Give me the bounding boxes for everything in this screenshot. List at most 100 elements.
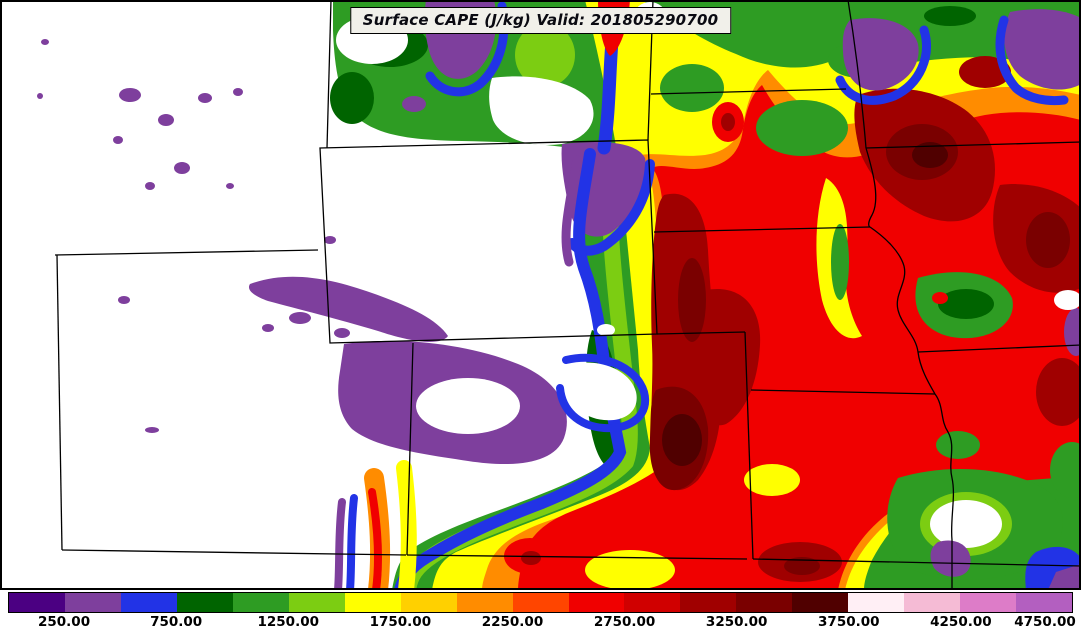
colorbar-segment [176, 593, 233, 612]
colorbar-segment [120, 593, 177, 612]
colorbar-segment [960, 593, 1017, 612]
field-blob [119, 88, 141, 102]
field-blob [346, 494, 358, 590]
field-blob [145, 427, 159, 433]
colorbar-tick-label: 4250.00 [930, 614, 992, 630]
field-blob [835, 25, 931, 105]
field-blob [702, 288, 761, 426]
field-blob [660, 64, 724, 112]
field-blob [402, 96, 426, 112]
state-border-line [653, 226, 871, 233]
field-blob [334, 328, 350, 338]
field-blob [174, 162, 190, 174]
colorbar-segment [736, 593, 793, 612]
colorbar-tick-labels: 250.00 750.00 1250.00 1750.00 2250.00 2750.00… [8, 613, 1076, 633]
colorbar-tick-label: 3750.00 [818, 614, 880, 630]
field-blob [1004, 9, 1081, 90]
field-blob [597, 324, 615, 336]
field-blob [1048, 564, 1081, 590]
state-border-line [56, 254, 63, 551]
field-blob [1050, 442, 1081, 498]
field-blob [1054, 290, 1081, 310]
colorbar-segment [680, 593, 737, 612]
plot-title-box: Surface CAPE (J/kg) Valid: 201805290700 [349, 7, 732, 34]
colorbar-segment [288, 593, 345, 612]
colorbar-tick-label: 2250.00 [481, 614, 544, 630]
field-blob [744, 464, 800, 496]
colorbar-segment [904, 593, 961, 612]
field-blob [924, 6, 976, 26]
colorbar-tick-label: 750.00 [150, 614, 203, 630]
field-blob [324, 236, 336, 244]
state-border-line [744, 331, 754, 560]
field-blob [1026, 212, 1070, 268]
colorbar-tick-label: 250.00 [37, 614, 91, 630]
field-blob [568, 362, 637, 421]
field-blob [938, 289, 994, 319]
colorbar-segment [1016, 593, 1073, 612]
state-border-line [865, 147, 877, 228]
field-blob [394, 148, 627, 590]
colorbar-segment [232, 593, 289, 612]
field-blob [561, 155, 582, 267]
field-blob [233, 88, 243, 96]
field-blob [41, 39, 49, 45]
field-blob [912, 142, 948, 168]
colorbar-segment [9, 593, 65, 612]
field-blob [932, 292, 948, 304]
state-border-line [406, 554, 748, 560]
field-blob [158, 114, 174, 126]
field-blob [396, 460, 417, 590]
field-blob [556, 353, 650, 433]
field-blob [721, 113, 735, 131]
state-border-line [917, 344, 1081, 353]
field-blob [330, 72, 374, 124]
field-blob [521, 551, 541, 565]
field-blob [930, 500, 1002, 548]
state-border-line [869, 226, 936, 395]
field-blob [959, 56, 1011, 88]
field-blob [416, 378, 520, 434]
field-blob [198, 93, 212, 103]
field-blob [489, 76, 594, 145]
state-border-line [934, 393, 955, 590]
field-blob [368, 488, 383, 590]
colorbar-segment [624, 593, 681, 612]
colorbar-segment [512, 593, 569, 612]
state-border-line [54, 249, 319, 256]
state-border-line [847, 0, 867, 149]
colorbar-segment [344, 593, 401, 612]
cape-field-svg [0, 0, 1081, 590]
colorbar-segment [64, 593, 121, 612]
field-blob [936, 431, 980, 459]
state-border-line [406, 342, 414, 556]
field-blob [118, 296, 130, 304]
field-blob [842, 18, 919, 91]
field-blob [1064, 308, 1081, 356]
field-blob [1036, 358, 1081, 426]
field-blob [831, 224, 849, 300]
field-blob [678, 258, 706, 342]
state-border-line [650, 88, 847, 95]
colorbar-segment [456, 593, 513, 612]
field-blob [995, 15, 1069, 106]
state-border-line [61, 549, 407, 556]
field-blob [756, 100, 848, 156]
colorbar-segment [792, 593, 849, 612]
cape-map-figure: Surface CAPE (J/kg) Valid: 201805290700 [0, 0, 1081, 590]
colorbar-tick-label: 4750.00 [1014, 614, 1076, 630]
colorbar-tick-label: 1750.00 [369, 614, 432, 630]
field-blob [289, 312, 311, 324]
field-blob [248, 276, 448, 342]
colorbar [8, 592, 1073, 613]
state-border-line [326, 0, 332, 149]
colorbar-tick-label: 1250.00 [257, 614, 320, 630]
field-blob [334, 498, 346, 590]
field-blob [585, 550, 675, 590]
state-border-line [865, 141, 1081, 149]
state-border-line [750, 389, 936, 395]
field-blob [113, 136, 123, 144]
field-blob [784, 557, 820, 575]
field-blob [226, 183, 234, 189]
colorbar-segment [568, 593, 625, 612]
